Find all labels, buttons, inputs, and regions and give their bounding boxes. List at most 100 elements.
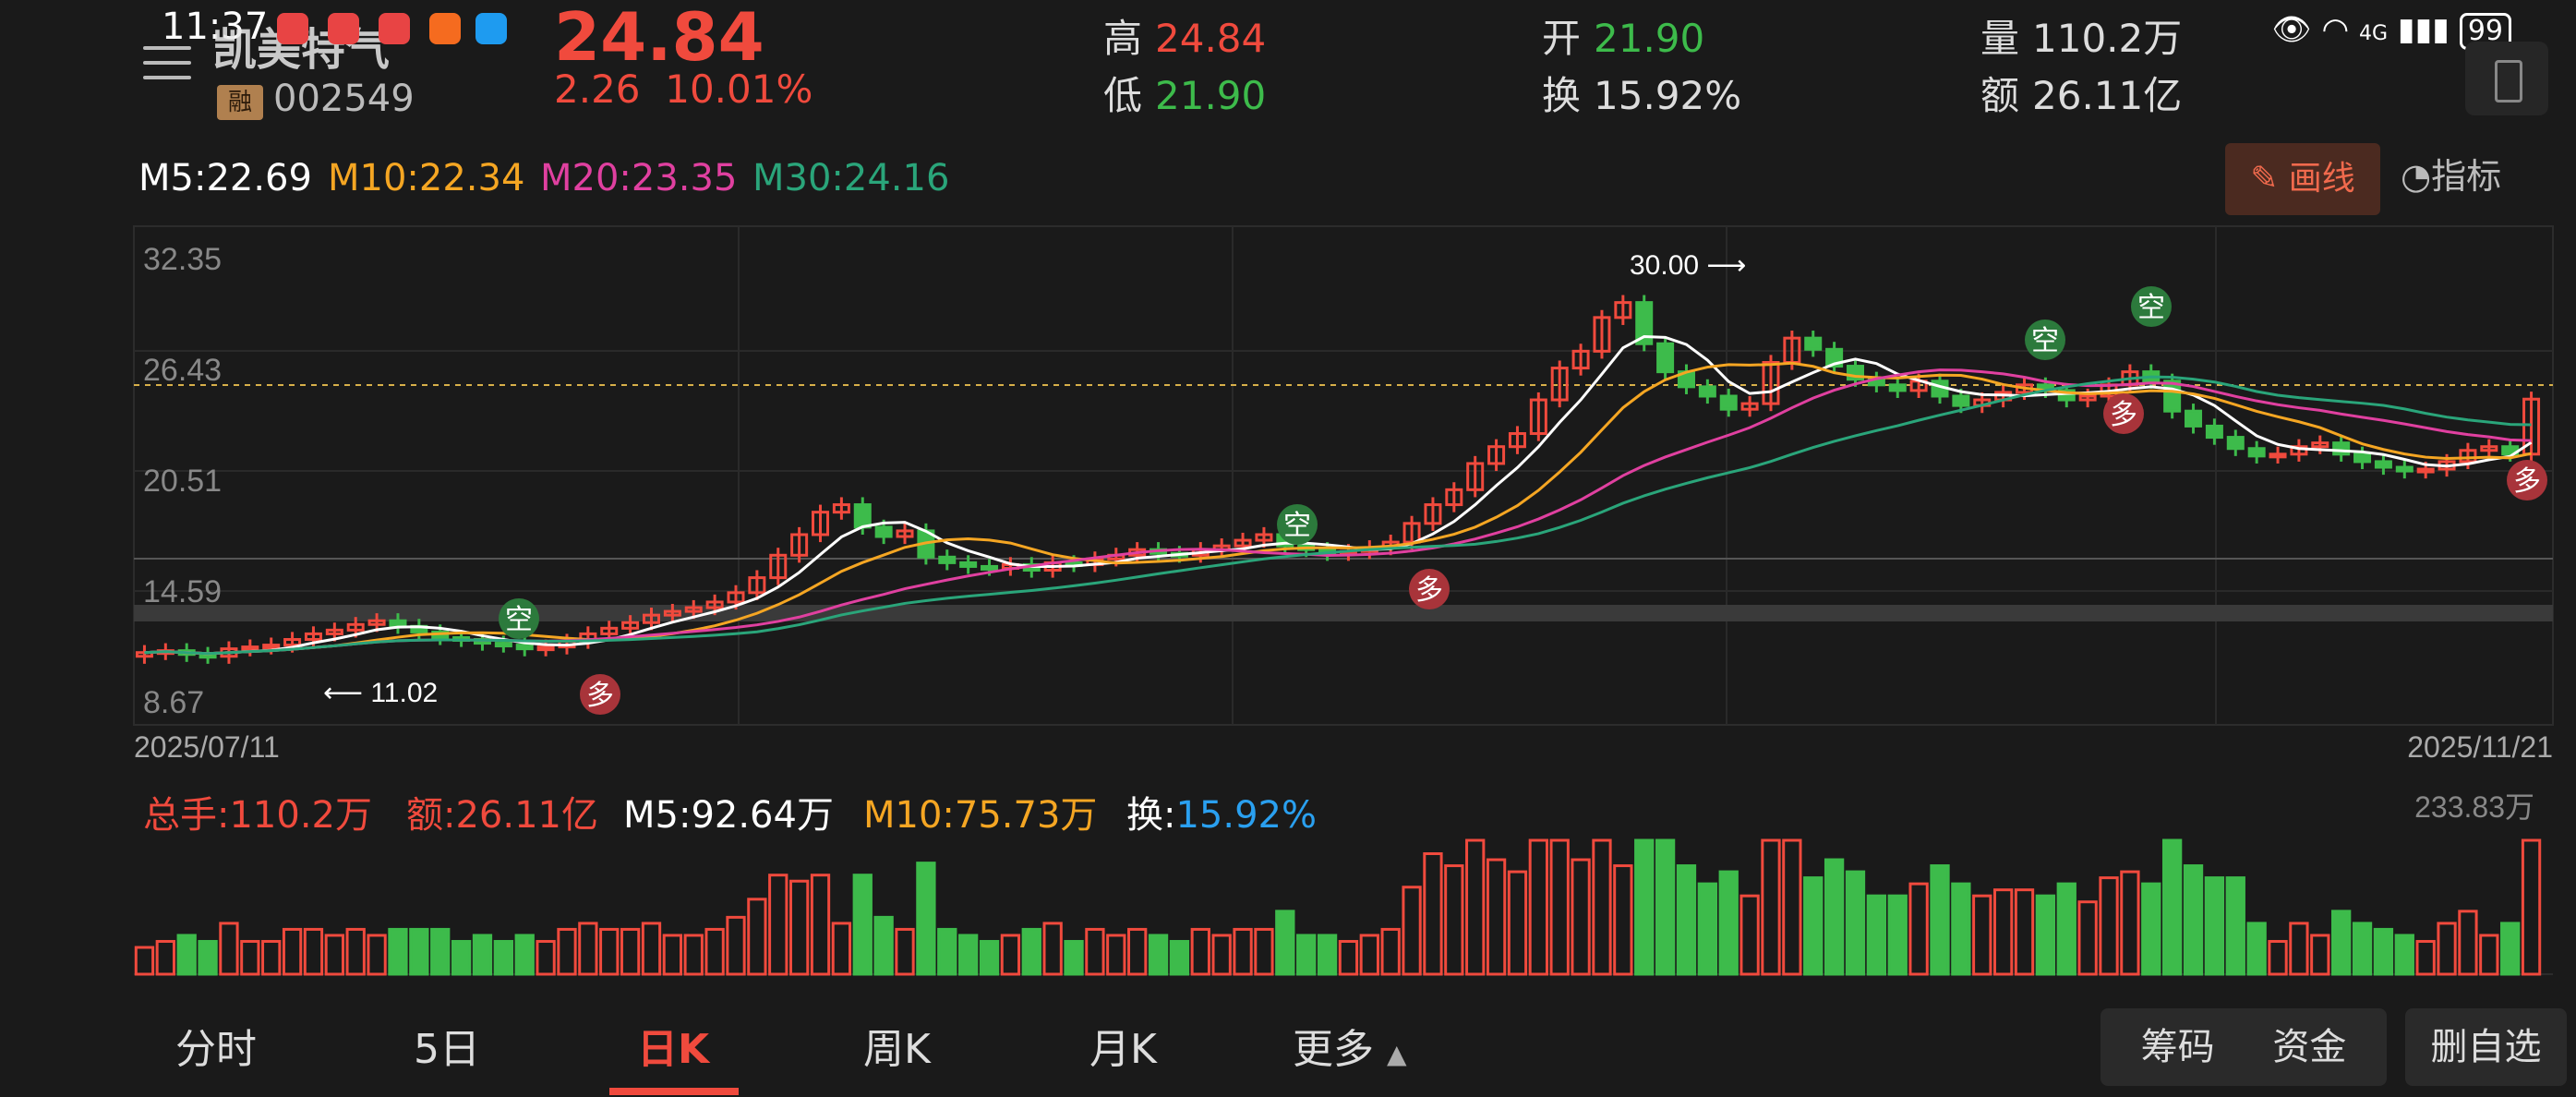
volume-bar <box>2120 870 2140 976</box>
short-signal-label: 空 <box>1283 510 1311 542</box>
short-signal-label: 空 <box>2137 292 2165 324</box>
volume-bar <box>1697 882 1718 976</box>
candle <box>790 533 809 557</box>
tab-more[interactable]: 更多 ▲ <box>1293 1026 1407 1073</box>
candle <box>727 591 745 604</box>
candle <box>536 645 555 652</box>
short-signal-label: 空 <box>505 604 533 636</box>
volume-bar <box>367 934 387 976</box>
long-signal-label: 多 <box>2110 399 2137 431</box>
candle <box>2395 465 2413 473</box>
volume-bar <box>1021 927 1041 976</box>
chips-button[interactable]: 筹码 <box>2140 1026 2215 1068</box>
candle <box>1719 394 1738 411</box>
volume-bar <box>873 915 894 976</box>
volume-bar <box>2161 838 2183 976</box>
volume-bar <box>2246 922 2267 976</box>
volume-bar <box>726 915 746 976</box>
stat-volume: 量 110.2万 <box>1980 16 2183 61</box>
x-start-label: 2025/07/11 <box>134 730 280 764</box>
candle <box>959 561 978 568</box>
candle <box>748 576 766 595</box>
candle <box>1508 432 1526 449</box>
volume-bar <box>2014 888 2035 976</box>
candle <box>1614 301 1632 319</box>
candle <box>346 622 365 632</box>
volume-bar <box>1676 864 1697 976</box>
chart-frame <box>133 225 2554 726</box>
y-tick-label: 32.35 <box>143 242 222 277</box>
volume-bar <box>155 939 175 976</box>
volume-bar <box>2500 922 2521 976</box>
stat-low: 低 21.90 <box>1103 73 1267 118</box>
volume-bar <box>916 862 936 976</box>
fullscreen-button[interactable] <box>2465 42 2548 115</box>
volume-bar <box>303 927 324 976</box>
menu-icon[interactable] <box>143 46 191 83</box>
candle <box>812 511 830 536</box>
ma5-line <box>144 335 2533 656</box>
y-tick-label: 14.59 <box>143 574 222 609</box>
volume-bar <box>2373 927 2394 976</box>
caret-up-icon: ▲ <box>1387 1039 1407 1069</box>
candle <box>325 628 343 635</box>
volume-bar <box>1042 922 1063 976</box>
candle <box>1234 538 1252 548</box>
volume-bar <box>1528 838 1548 976</box>
volume-bar <box>2394 934 2414 976</box>
ma30-line <box>144 375 2532 656</box>
volume-bar <box>1064 939 1084 976</box>
candle <box>1445 488 1463 507</box>
volume-bar <box>1887 894 1908 976</box>
volume-bar <box>430 927 451 976</box>
candle <box>2416 467 2435 474</box>
network-type: 4G <box>2359 22 2389 45</box>
volume-bar <box>2077 900 2098 976</box>
indicator-button[interactable]: ◔指标 <box>2401 156 2502 197</box>
volume-bar <box>1465 838 1486 976</box>
volume-bar <box>240 939 260 976</box>
candle <box>515 644 534 651</box>
candle <box>1571 349 1590 370</box>
volume-bar <box>409 927 429 976</box>
stat-high: 高 24.84 <box>1103 16 1267 61</box>
draw-line-button[interactable]: ✎ 画线 <box>2225 143 2380 215</box>
volume-bar <box>1930 864 1950 976</box>
stat-amount: 额 26.11亿 <box>1980 73 2183 118</box>
volume-bar <box>662 934 683 976</box>
volume-bar <box>810 874 831 976</box>
candle <box>1698 385 1716 398</box>
vol-amount: 额:26.11亿 <box>406 794 598 837</box>
volume-bar <box>1845 870 1866 976</box>
volume-bar <box>1655 838 1676 976</box>
candle <box>600 626 619 635</box>
candle <box>769 553 788 580</box>
tab-5day[interactable]: 5日 <box>414 1026 480 1073</box>
volume-bar <box>536 939 556 976</box>
volume-bar <box>1317 934 1338 976</box>
funds-button[interactable]: 资金 <box>2272 1026 2347 1068</box>
candle <box>684 606 703 613</box>
volume-bar <box>1782 838 1802 976</box>
tab-daily-k[interactable]: 日K <box>637 1026 710 1073</box>
volume-bar <box>641 922 662 976</box>
volume-bar <box>1233 927 1253 976</box>
candle <box>2269 452 2287 459</box>
candle <box>2332 441 2351 456</box>
volume-bar <box>176 934 197 976</box>
volume-bar <box>1380 927 1401 976</box>
volume-bar <box>451 939 472 976</box>
volume-bar <box>1549 838 1570 976</box>
vol-turnover: 换:15.92% <box>1126 794 1318 837</box>
tab-monthly-k[interactable]: 月K <box>1089 1026 1157 1073</box>
remove-watchlist-button[interactable]: 删自选 <box>2405 1008 2567 1086</box>
candle <box>2311 441 2329 449</box>
tab-intraday[interactable]: 分时 <box>175 1026 257 1073</box>
tab-weekly-k[interactable]: 周K <box>863 1026 931 1073</box>
volume-bar <box>2331 910 2352 976</box>
tab-underline <box>609 1088 739 1095</box>
volume-bar <box>2289 922 2309 976</box>
volume-bar <box>1866 894 1887 976</box>
margin-badge: 融 <box>217 85 263 120</box>
